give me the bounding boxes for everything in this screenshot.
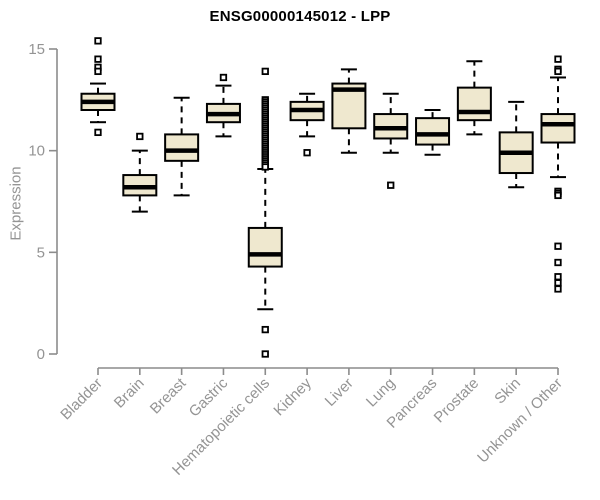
y-tick-label-10: 10 (28, 143, 45, 160)
iqr-box-pancreas (415, 117, 451, 146)
outlier-point (554, 67, 562, 76)
boxplot-hematopoietic-cells (247, 67, 283, 358)
outlier-point (94, 67, 102, 76)
boxplot-kidney (289, 92, 325, 157)
iqr-box-unknown-other (540, 113, 576, 144)
outlier-point (261, 67, 269, 76)
outlier-point (261, 163, 269, 171)
outlier-point (94, 55, 102, 63)
category-label-prostate: Prostate (431, 375, 483, 427)
category-label-brain: Brain (111, 375, 148, 412)
outlier-point (554, 191, 562, 200)
outlier-point (261, 350, 269, 358)
boxplot-pancreas (415, 109, 451, 156)
outlier-point (554, 273, 562, 281)
boxplot-liver (331, 68, 367, 154)
outlier-point (219, 73, 228, 82)
category-label-breast: Breast (147, 374, 190, 417)
boxplot-skin (498, 100, 534, 189)
outlier-point (303, 149, 311, 157)
outlier-point (136, 132, 144, 141)
y-axis: 0 5 10 15 (28, 41, 58, 363)
outlier-point (554, 55, 562, 63)
outliers-kidney (303, 149, 311, 157)
outliers-hematopoietic-cells (261, 67, 269, 358)
outlier-point (387, 181, 395, 189)
outlier-point (554, 285, 562, 293)
outlier-point (94, 128, 102, 137)
iqr-box-breast (164, 133, 200, 162)
outliers-gastric (219, 73, 228, 82)
outliers-bladder (94, 37, 102, 137)
boxplot-unknown-other (540, 55, 576, 293)
outliers-lung (387, 181, 395, 189)
category-label-skin: Skin (491, 375, 524, 408)
outlier-point (261, 325, 269, 334)
outlier-point (554, 258, 562, 267)
outliers-unknown-other (554, 55, 562, 293)
category-label-liver: Liver (322, 375, 357, 410)
category-label-kidney: Kidney (270, 374, 315, 419)
y-tick-label-0: 0 (37, 346, 45, 363)
outlier-point (554, 242, 562, 250)
iqr-box-prostate (456, 86, 492, 122)
boxplot-brain (122, 132, 158, 213)
y-tick-label-15: 15 (28, 41, 45, 58)
category-label-bladder: Bladder (57, 375, 106, 424)
outliers-brain (136, 132, 144, 141)
outlier-point (94, 37, 102, 45)
boxplot-bladder (80, 37, 116, 137)
boxplot-prostate (456, 60, 492, 136)
category-label-lung: Lung (363, 375, 399, 411)
boxplot-gastric (205, 73, 241, 138)
boxplot-lung (373, 92, 409, 189)
outlier-point (554, 279, 562, 287)
chart-title: ENSG00000145012 - LPP (209, 8, 391, 25)
y-tick-label-5: 5 (37, 244, 45, 261)
boxplot-breast (164, 96, 200, 197)
iqr-box-hematopoietic-cells (247, 226, 283, 268)
